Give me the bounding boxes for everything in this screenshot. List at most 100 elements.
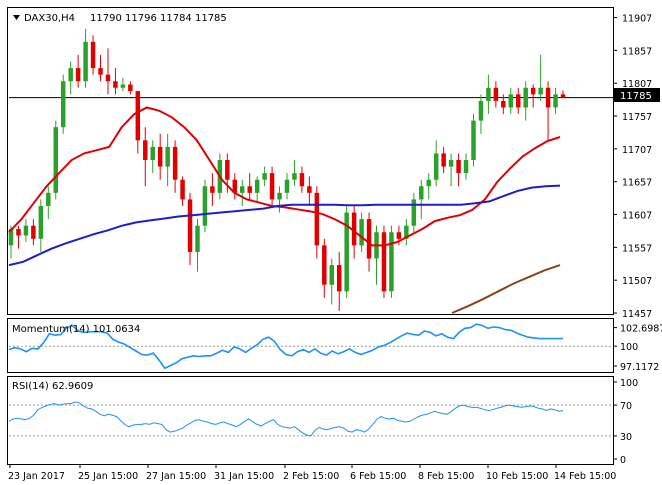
rsi-line xyxy=(8,401,564,437)
candle-body xyxy=(493,87,499,101)
candle-body xyxy=(344,212,349,292)
rsi-plot-area xyxy=(8,401,612,437)
main-panel: 11907 11857 11807 11757 11707 11657 11607 11557… xyxy=(7,7,660,320)
candle-body xyxy=(411,199,417,226)
time-tick-label: 25 Jan 15:00 xyxy=(78,471,138,482)
sma-fast-line xyxy=(8,106,561,247)
price-tick-label: 11607 xyxy=(622,211,652,222)
candle-body xyxy=(232,179,238,193)
candle-body xyxy=(329,265,334,285)
candle-body xyxy=(523,87,528,108)
candle-body xyxy=(135,91,141,141)
candle-body xyxy=(560,94,566,98)
momentum-tick-label: 97.1172 xyxy=(620,362,659,373)
candle-body xyxy=(113,81,118,88)
candle-body xyxy=(187,199,193,252)
sma-mid-line xyxy=(8,184,561,267)
time-tick-label: 23 Jan 2017 xyxy=(8,471,65,482)
candle-body xyxy=(322,245,327,285)
candle-body xyxy=(98,68,103,75)
candle-body xyxy=(448,160,454,167)
candle-body xyxy=(545,87,551,108)
candle-body xyxy=(351,212,357,246)
symbol-label: DAX30,H4 xyxy=(24,13,75,24)
candle-body xyxy=(254,179,260,193)
candle-body xyxy=(53,127,58,193)
candle-body xyxy=(508,94,514,108)
candle-body xyxy=(16,228,21,236)
time-tick-label: 14 Feb 15:00 xyxy=(554,471,616,482)
candle-body xyxy=(60,81,66,128)
rsi-label: RSI(14) 62.9609 xyxy=(12,381,93,392)
current-price-tag: 11785 xyxy=(614,88,660,102)
candle-body xyxy=(31,225,36,239)
candle-body xyxy=(172,146,178,180)
momentum-label: Momentum(14) 101.0634 xyxy=(12,324,140,335)
candle-body xyxy=(284,179,290,193)
candle-body xyxy=(90,41,96,69)
candle-body xyxy=(277,192,282,200)
candle-body xyxy=(389,232,394,292)
candle-body xyxy=(247,186,252,193)
candle-body xyxy=(202,186,208,226)
candle-body xyxy=(143,140,148,161)
candle-body xyxy=(165,146,170,167)
ohlc-readout: 11790 11796 11784 11785 xyxy=(90,13,227,24)
collapse-arrow-icon[interactable] xyxy=(13,15,20,20)
time-tick-label: 10 Feb 15:00 xyxy=(486,471,548,482)
price-tick-label: 11857 xyxy=(622,46,652,57)
candle-body xyxy=(478,100,484,121)
candle-body xyxy=(419,186,424,200)
candle-body xyxy=(105,74,111,82)
candle-body xyxy=(530,87,536,95)
candle-body xyxy=(336,265,342,292)
candle-body xyxy=(120,84,126,88)
momentum-line xyxy=(8,323,563,370)
candle-body xyxy=(516,94,521,108)
candle-body xyxy=(538,87,543,95)
candle-body xyxy=(262,173,267,180)
rsi-panel: 100 70 30 0 RSI(14) 62.9609 xyxy=(7,376,638,466)
main-header: DAX30,H4 11790 11796 11784 11785 xyxy=(13,13,227,24)
time-axis: 23 Jan 2017 25 Jan 15:00 27 Jan 15:00 31 Ja… xyxy=(8,464,616,482)
time-tick-label: 2 Feb 15:00 xyxy=(283,471,339,482)
time-tick-label: 8 Feb 15:00 xyxy=(418,471,474,482)
candle-body xyxy=(180,179,185,200)
candle-body xyxy=(269,173,275,200)
candle-body xyxy=(128,84,133,92)
price-tick-label: 11907 xyxy=(622,14,652,25)
rsi-tick-label: 70 xyxy=(620,401,632,412)
candle-body xyxy=(225,160,230,180)
candle-body xyxy=(314,192,320,246)
time-tick-label: 27 Jan 15:00 xyxy=(146,471,206,482)
candle-body xyxy=(38,205,44,239)
candle-body xyxy=(359,219,364,246)
candle-body xyxy=(195,225,200,252)
candle-body xyxy=(501,100,506,108)
sma-slow-line xyxy=(451,264,561,314)
candle-body xyxy=(426,179,431,187)
candle-body xyxy=(68,68,73,82)
price-tick-label: 11507 xyxy=(622,276,652,287)
price-tick-label: 11707 xyxy=(622,145,652,156)
momentum-axis: 102.6987 100 97.1172 xyxy=(613,324,662,373)
main-price-axis: 11907 11857 11807 11757 11707 11657 11607 11557… xyxy=(613,14,652,320)
candle-body xyxy=(441,153,446,167)
momentum-tick-label: 100 xyxy=(620,342,638,353)
candle-body xyxy=(8,228,14,246)
momentum-plot-area xyxy=(8,323,612,370)
time-tick-label: 31 Jan 15:00 xyxy=(214,471,274,482)
price-tick-label: 11807 xyxy=(622,79,652,90)
candle-body xyxy=(396,232,402,239)
momentum-plot-border xyxy=(7,318,614,373)
momentum-tick-label: 102.6987 xyxy=(620,324,662,335)
candle-body xyxy=(381,232,387,292)
candle-body xyxy=(292,173,297,180)
candle-body xyxy=(404,225,409,239)
candle-body xyxy=(471,120,476,161)
candle-body xyxy=(486,87,491,101)
candle-body xyxy=(210,186,215,193)
candle-body xyxy=(366,219,372,259)
candle-body xyxy=(463,160,469,174)
